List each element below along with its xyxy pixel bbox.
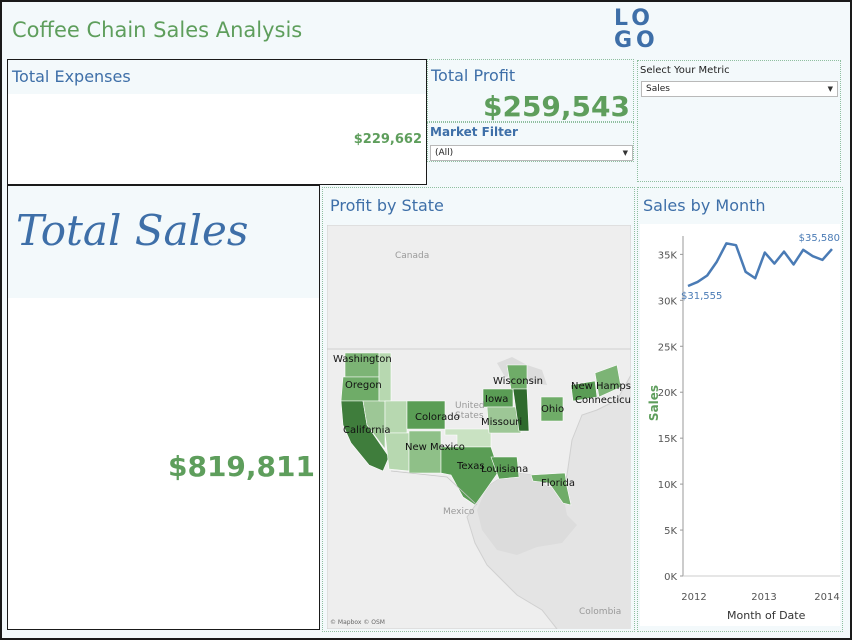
total-expenses-value: $229,662 xyxy=(353,132,422,147)
total-profit-value: $259,543 xyxy=(482,90,630,123)
state-label-new-hampshire: New Hampsh xyxy=(571,381,631,392)
metric-selected: Sales xyxy=(646,84,670,94)
sales-by-month-title: Sales by Month xyxy=(643,196,766,215)
total-sales-panel: Total Sales $819,811 xyxy=(7,185,320,630)
state-label-connecticut: Connecticut xyxy=(575,395,631,406)
total-expenses-title: Total Expenses xyxy=(12,67,131,86)
geo-label-united-states: United States xyxy=(455,401,485,421)
logo: LO GO xyxy=(614,6,660,56)
state-missouri xyxy=(486,406,522,434)
state-label-oregon: Oregon xyxy=(345,380,382,391)
state-label-ohio: Ohio xyxy=(541,404,565,415)
market-filter-dropdown[interactable]: (All) ▼ xyxy=(430,145,633,161)
sales-y-axis-label: Sales xyxy=(647,384,661,422)
gulf-water xyxy=(477,473,577,555)
total-expenses-panel: Total Expenses $229,662 xyxy=(7,59,427,185)
sales-chart-area xyxy=(640,224,840,626)
total-sales-title: Total Sales xyxy=(16,206,249,255)
map-attribution[interactable]: © Mapbox © OSM xyxy=(330,619,385,626)
state-label-florida: Florida xyxy=(541,478,576,489)
state-illinois xyxy=(512,388,530,432)
map-svg xyxy=(327,225,631,629)
profit-by-state-title: Profit by State xyxy=(330,196,444,215)
state-new-york xyxy=(570,380,598,402)
state-louisiana xyxy=(490,456,520,480)
geo-label-colombia: Colombia xyxy=(579,607,622,617)
chevron-down-icon: ▼ xyxy=(827,85,833,93)
market-filter-selected: (All) xyxy=(435,148,454,158)
state-nevada xyxy=(362,400,386,450)
metric-panel: Select Your Metric Sales ▼ xyxy=(637,60,841,182)
state-label-texas: Texas xyxy=(457,461,485,472)
state-label-missouri: Missouri xyxy=(481,417,523,428)
market-filter-label: Market Filter xyxy=(430,125,518,139)
chevron-down-icon: ▼ xyxy=(622,149,628,157)
dashboard-title: Coffee Chain Sales Analysis xyxy=(12,18,303,42)
state-label-iowa: Iowa xyxy=(485,394,509,405)
market-filter-panel: Market Filter (All) ▼ xyxy=(427,122,634,162)
logo-top: LO xyxy=(614,6,654,31)
sales-x-axis-label: Month of Date xyxy=(727,609,806,622)
state-florida xyxy=(530,472,572,506)
state-label-wisconsin: Wisconsin xyxy=(493,376,543,387)
metric-dropdown[interactable]: Sales ▼ xyxy=(641,81,838,97)
state-new-england xyxy=(594,364,622,398)
total-profit-panel: Total Profit $259,543 xyxy=(427,59,634,123)
state-label-new-mexico: New Mexico xyxy=(405,442,465,453)
geo-label-canada: Canada xyxy=(395,251,430,261)
geo-label-mexico: Mexico xyxy=(443,507,475,517)
state-label-louisiana: Louisiana xyxy=(481,464,529,475)
total-sales-value: $819,811 xyxy=(167,450,315,483)
state-label-colorado: Colorado xyxy=(415,412,460,423)
logo-bottom: GO xyxy=(614,28,659,53)
state-label-washington: Washington xyxy=(333,354,392,365)
profit-map[interactable]: Canada United States Mexico Colombia Was… xyxy=(327,225,631,629)
metric-label: Select Your Metric xyxy=(640,65,730,76)
state-label-california: California xyxy=(343,425,391,436)
state-texas xyxy=(440,446,500,506)
total-profit-title: Total Profit xyxy=(431,66,516,85)
state-ohio xyxy=(540,396,564,422)
